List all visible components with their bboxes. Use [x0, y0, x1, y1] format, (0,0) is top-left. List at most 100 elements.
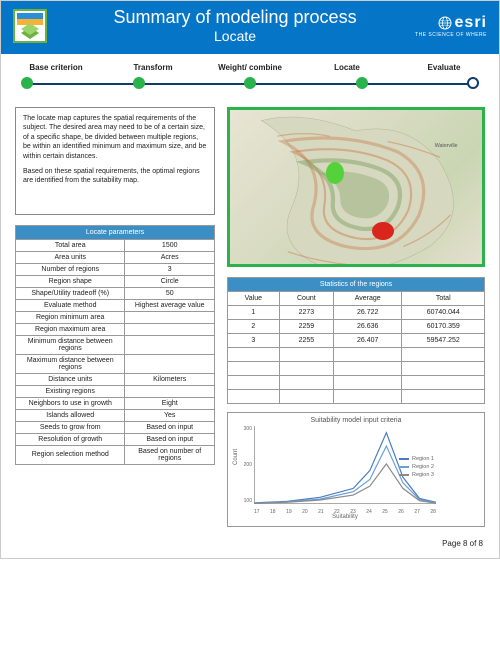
step-dot: [21, 77, 33, 89]
x-tick: 22: [334, 509, 340, 515]
table-row: Minimum distance between regions: [16, 335, 215, 354]
param-val: 50: [125, 287, 215, 299]
param-key: Area units: [16, 251, 125, 263]
globe-icon: [438, 16, 452, 30]
product-logo: [13, 9, 47, 43]
brand-tagline: THE SCIENCE OF WHERE: [415, 32, 487, 38]
legend-label: Region 3: [412, 472, 434, 478]
x-tick: 20: [302, 509, 308, 515]
param-val: Based on input: [125, 421, 215, 433]
brand-block: esri THE SCIENCE OF WHERE: [415, 14, 487, 38]
stats-cell: 26.722: [333, 305, 402, 319]
stats-cell: 60740.044: [402, 305, 485, 319]
param-val: [125, 335, 215, 354]
locate-parameters-table: Locate parameters Total area1500Area uni…: [15, 225, 215, 465]
description-p2: Based on these spatial requirements, the…: [23, 167, 207, 186]
table-row: Neighbors to use in growthEight: [16, 397, 215, 409]
param-val: Based on input: [125, 433, 215, 445]
right-column: Waterville Statistics of the regions Val…: [227, 107, 485, 527]
left-column: The locate map captures the spatial requ…: [15, 107, 215, 527]
stats-cell: 26.636: [333, 319, 402, 333]
locate-table-title: Locate parameters: [16, 225, 215, 239]
table-row: Maximum distance between regions: [16, 354, 215, 373]
x-tick: 17: [254, 509, 260, 515]
table-row: 2225926.63660170.359: [228, 319, 485, 333]
table-row: 1227326.72260740.044: [228, 305, 485, 319]
header-bar: Summary of modeling process Locate esri …: [1, 1, 499, 54]
param-key: Existing regions: [16, 385, 125, 397]
param-val: [125, 385, 215, 397]
y-tick: 300: [238, 426, 252, 432]
page-subtitle: Locate: [55, 28, 415, 44]
terrain-svg: Waterville: [230, 110, 482, 267]
x-ticks: 171819202122232425262728: [254, 509, 436, 515]
legend-item: Region 3: [399, 472, 434, 478]
body: The locate map captures the spatial requ…: [1, 99, 499, 531]
x-tick: 27: [414, 509, 420, 515]
step-label: Base criterion: [21, 64, 91, 73]
table-row: 3225526.40759547.252: [228, 333, 485, 347]
table-row-blank: [228, 375, 485, 389]
x-tick: 24: [366, 509, 372, 515]
locate-map: Waterville: [227, 107, 485, 267]
param-key: Region selection method: [16, 445, 125, 464]
param-key: Neighbors to use in growth: [16, 397, 125, 409]
step-label: Locate: [312, 64, 382, 73]
stats-cell: 3: [228, 333, 280, 347]
stats-cell: 2273: [279, 305, 333, 319]
legend-swatch: [399, 466, 409, 468]
brand-name: esri: [415, 14, 487, 32]
x-tick: 18: [270, 509, 276, 515]
table-row: Islands allowedYes: [16, 409, 215, 421]
suitability-chart: Suitability model input criteria Count 3…: [227, 412, 485, 527]
x-tick: 23: [350, 509, 356, 515]
page-footer: Page 8 of 8: [1, 531, 499, 558]
param-val: 1500: [125, 239, 215, 251]
table-row: Region shapeCircle: [16, 275, 215, 287]
param-key: Evaluate method: [16, 299, 125, 311]
page-title: Summary of modeling process: [55, 7, 415, 28]
table-row: Resolution of growthBased on input: [16, 433, 215, 445]
y-tick: 200: [238, 462, 252, 468]
chart-legend: Region 1 Region 2 Region 3: [399, 456, 434, 480]
stats-cell: 2: [228, 319, 280, 333]
table-row: Number of regions3: [16, 263, 215, 275]
step-dot-open: [467, 77, 479, 89]
param-val: [125, 354, 215, 373]
legend-swatch: [399, 458, 409, 460]
step-track: [21, 77, 479, 91]
table-row: Region minimum area: [16, 311, 215, 323]
process-stepper: Base criterion Transform Weight/ combine…: [1, 54, 499, 99]
table-row: Region maximum area: [16, 323, 215, 335]
table-row-blank: [228, 389, 485, 403]
param-key: Shape/Utility tradeoff (%): [16, 287, 125, 299]
step-dots: [21, 77, 479, 89]
map-town-label: Waterville: [435, 143, 458, 149]
region-stats-table: Statistics of the regions ValueCountAver…: [227, 277, 485, 404]
param-key: Region shape: [16, 275, 125, 287]
chart-title: Suitability model input criteria: [232, 417, 480, 424]
step-dot: [356, 77, 368, 89]
stats-col-header: Average: [333, 291, 402, 305]
stats-cell: 2255: [279, 333, 333, 347]
page: Summary of modeling process Locate esri …: [0, 0, 500, 559]
step-label: Evaluate: [409, 64, 479, 73]
param-key: Distance units: [16, 373, 125, 385]
table-row: Existing regions: [16, 385, 215, 397]
table-row: Seeds to grow fromBased on input: [16, 421, 215, 433]
legend-label: Region 1: [412, 456, 434, 462]
map-red-region: [372, 222, 394, 240]
stats-cell: 59547.252: [402, 333, 485, 347]
legend-label: Region 2: [412, 464, 434, 470]
chart-area: Count 300200100 171819202122232425262728…: [254, 426, 436, 514]
param-key: Region maximum area: [16, 323, 125, 335]
step-labels: Base criterion Transform Weight/ combine…: [21, 64, 479, 73]
step-dot: [133, 77, 145, 89]
step-dot: [244, 77, 256, 89]
step-label: Transform: [118, 64, 188, 73]
param-val: Yes: [125, 409, 215, 421]
param-val: Based on number of regions: [125, 445, 215, 464]
param-val: [125, 323, 215, 335]
param-val: [125, 311, 215, 323]
brand-name-text: esri: [455, 14, 487, 32]
